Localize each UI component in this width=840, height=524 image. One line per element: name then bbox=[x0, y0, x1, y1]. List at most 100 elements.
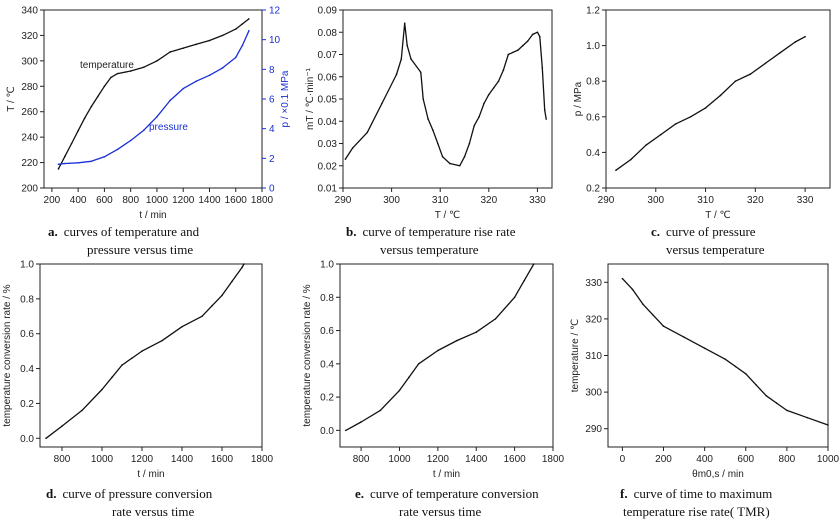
data-point bbox=[90, 105, 93, 108]
y-tick-label: 0.6 bbox=[20, 329, 34, 340]
y-tick-label: 300 bbox=[21, 56, 38, 67]
x-tick-label: 1600 bbox=[225, 195, 248, 206]
y-tick-label: 240 bbox=[21, 133, 38, 144]
x-tick-label: 320 bbox=[747, 195, 764, 206]
data-point bbox=[156, 60, 158, 62]
x-tick-label: 1200 bbox=[131, 454, 154, 465]
caption-e: e. curve of temperature conversion rate v… bbox=[355, 486, 539, 519]
data-point bbox=[379, 409, 382, 412]
y2-tick-label: 4 bbox=[269, 124, 275, 135]
y2-tick-label: 0 bbox=[269, 184, 275, 195]
caption-f-letter: f. bbox=[620, 486, 628, 501]
data-point bbox=[683, 336, 685, 339]
data-point bbox=[248, 18, 250, 20]
data-point bbox=[522, 44, 524, 47]
x-tick-label: 330 bbox=[529, 195, 546, 206]
data-point bbox=[141, 350, 143, 352]
x-axis-label: θm0,s / min bbox=[692, 469, 744, 480]
data-point bbox=[403, 22, 406, 25]
data-point bbox=[77, 161, 79, 164]
y2-tick-label: 12 bbox=[269, 6, 281, 17]
x-axis-label: t / min bbox=[139, 210, 166, 221]
chart-b: 290 300 310 320 330 0.01 0.02 0.03 0.04 0.05 0.06 0… bbox=[305, 6, 553, 221]
x-tick-label: 1200 bbox=[427, 454, 450, 465]
data-point bbox=[615, 169, 617, 171]
caption-e-line2: rate versus time bbox=[399, 504, 482, 519]
svg-text:b.curve of temperature rise ra: b. curve of temperature rise rate bbox=[346, 224, 516, 239]
data-point bbox=[143, 66, 145, 69]
x-tick-label: 1800 bbox=[542, 454, 565, 465]
y-tick-label: 0.02 bbox=[318, 161, 338, 172]
y-axis-label: temperature conversion rate / % bbox=[302, 284, 313, 426]
x-tick-label: 600 bbox=[96, 195, 113, 206]
data-point bbox=[621, 277, 624, 280]
x-tick-label: 1800 bbox=[251, 195, 274, 206]
data-point bbox=[642, 303, 644, 306]
data-point bbox=[195, 80, 198, 82]
x-tick-label: 1400 bbox=[171, 454, 194, 465]
svg-text:e.curve of temperature convers: e. curve of temperature conversion bbox=[355, 486, 539, 501]
data-point bbox=[539, 35, 541, 38]
y-tick-label: 1.0 bbox=[20, 260, 34, 271]
data-point bbox=[121, 364, 123, 366]
x-axis-label: T / ℃ bbox=[705, 210, 731, 221]
data-point bbox=[241, 44, 244, 47]
data-point bbox=[182, 47, 185, 49]
data-point bbox=[536, 31, 539, 34]
chart-d: 800 1000 1200 1400 1600 1800 0.0 0.2 0.4 0.6 0.8 1.… bbox=[2, 260, 274, 481]
y-axis-label: mT / ℃·min⁻¹ bbox=[305, 67, 316, 130]
data-point bbox=[231, 280, 233, 283]
x-axis-label: t / min bbox=[137, 469, 164, 480]
data-point bbox=[208, 74, 211, 77]
y-axis-label: temperature conversion rate / % bbox=[2, 284, 13, 426]
series-label-pressure: pressure bbox=[149, 122, 188, 133]
y-tick-label: 0.03 bbox=[318, 139, 338, 150]
y-tick-label: 300 bbox=[585, 388, 602, 399]
data-point bbox=[248, 29, 250, 32]
svg-text:a.curves of temperature and: a. curves of temperature and bbox=[48, 224, 200, 239]
data-point bbox=[645, 144, 647, 147]
data-point bbox=[775, 402, 778, 404]
y-axis-label: temperature / ℃ bbox=[570, 319, 581, 392]
plot-frame bbox=[43, 9, 263, 189]
y-tick-label: 0.05 bbox=[318, 95, 338, 106]
data-point bbox=[221, 67, 224, 69]
caption-a: a. curves of temperature and pressure ver… bbox=[48, 224, 200, 257]
data-point bbox=[408, 376, 410, 378]
y-tick-label: 1.0 bbox=[586, 41, 600, 52]
data-point bbox=[116, 72, 119, 75]
data-point bbox=[400, 58, 403, 60]
data-point bbox=[478, 116, 480, 118]
y2-tick-label: 8 bbox=[269, 65, 275, 76]
chart-f: 0 200 400 600 800 1000 290 300 310 320 330 θm0,s / … bbox=[570, 263, 840, 480]
data-point bbox=[545, 118, 547, 120]
series-line bbox=[345, 263, 535, 431]
series-line bbox=[45, 263, 245, 439]
data-point bbox=[456, 339, 458, 342]
data-point bbox=[169, 99, 171, 102]
charts-layer: 200 400 600 800 1000 1200 1400 1600 180020022024… bbox=[2, 6, 840, 481]
caption-d-letter: d. bbox=[46, 486, 56, 501]
data-point bbox=[422, 98, 424, 100]
data-point bbox=[344, 429, 347, 432]
caption-e-letter: e. bbox=[355, 486, 364, 501]
caption-c: c. curve of pressure versus temperature bbox=[651, 224, 765, 257]
y-tick-label: 0.0 bbox=[20, 434, 34, 445]
data-point bbox=[161, 339, 163, 342]
y-tick-label: 340 bbox=[21, 6, 38, 17]
y-tick-label: 330 bbox=[585, 278, 602, 289]
caption-b-line1: curve of temperature rise rate bbox=[362, 224, 515, 239]
data-point bbox=[243, 263, 245, 265]
data-point bbox=[410, 58, 412, 60]
data-point bbox=[492, 87, 495, 89]
data-point bbox=[483, 102, 485, 105]
data-point bbox=[417, 363, 420, 365]
data-point bbox=[744, 373, 747, 375]
caption-c-line2: versus temperature bbox=[666, 242, 765, 257]
data-point bbox=[181, 325, 183, 328]
x-tick-label: 320 bbox=[480, 195, 497, 206]
data-point bbox=[64, 162, 66, 165]
y-tick-label: 0.4 bbox=[20, 364, 34, 375]
data-point bbox=[497, 80, 500, 82]
data-point bbox=[764, 62, 767, 65]
